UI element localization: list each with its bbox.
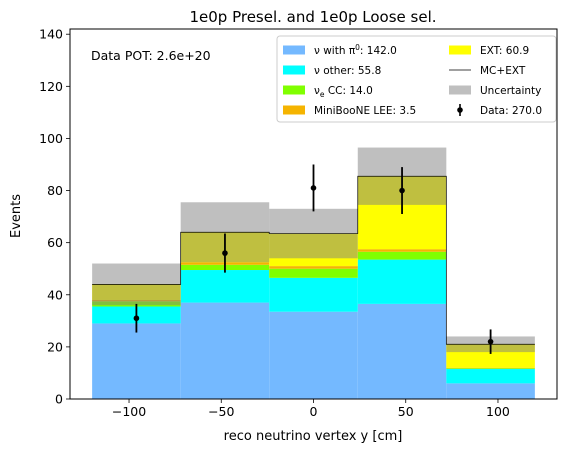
legend-swatch-4 (449, 45, 471, 55)
bar-series-0-bin-4 (446, 383, 535, 399)
y-tick-label-6: 120 (39, 79, 63, 94)
legend: ν with π0: 142.0 ν other: 55.8 νe CC: 14.0… (276, 35, 557, 123)
bar-series-1-bin-3 (357, 259, 447, 304)
y-tick-label-2: 40 (47, 287, 63, 302)
legend-label-0: ν with π0: 142.0 (314, 43, 397, 57)
bar-series-0-bin-0 (92, 323, 181, 399)
data-point-2 (310, 185, 317, 191)
bar-series-2-bin-3 (357, 251, 447, 260)
x-axis-label: reco neutrino vertex y [cm] (224, 429, 403, 444)
bar-series-0-bin-2 (269, 311, 358, 399)
y-tick-label-3: 60 (47, 235, 63, 250)
y-tick-label-5: 100 (39, 131, 63, 146)
bar-series-3-bin-3 (357, 249, 447, 252)
legend-box (276, 35, 557, 123)
legend-label-3: MiniBooNE LEE: 3.5 (314, 105, 416, 117)
bar-series-0-bin-3 (357, 303, 447, 399)
x-tick-label-0: −100 (112, 404, 146, 419)
axes: −100 −50 0 50 100 0 20 40 60 80 100 120 140 (39, 27, 558, 419)
y-tick-label-1: 20 (47, 339, 63, 354)
mc-ext-step-line (92, 175, 535, 345)
bar-series-1-bin-4 (446, 369, 535, 384)
y-axis-label: Events (9, 194, 24, 238)
y-tick-label-7: 140 (39, 27, 63, 42)
legend-label-1: ν other: 55.8 (314, 65, 381, 77)
x-tick-label-1: −50 (208, 404, 234, 419)
legend-label-2: νe CC: 14.0 (314, 85, 373, 99)
bar-series-0-bin-1 (180, 302, 270, 399)
data-point-1 (222, 250, 228, 256)
x-tick-label-3: 50 (398, 404, 414, 419)
legend-label-4: EXT: 60.9 (480, 45, 529, 57)
legend-label-data: Data: 270.0 (480, 105, 542, 117)
bar-series-3-bin-2 (269, 266, 358, 269)
legend-swatch-data-point (457, 107, 463, 113)
data-point-3 (399, 187, 405, 194)
y-tick-label-0: 0 (55, 392, 63, 407)
bar-series-2-bin-2 (269, 268, 358, 278)
plot-area (92, 147, 535, 399)
data-point-0 (133, 315, 140, 322)
legend-swatch-2 (283, 85, 305, 95)
x-tick-label-2: 0 (310, 404, 318, 419)
bar-series-1-bin-1 (180, 270, 270, 303)
legend-swatch-0 (283, 45, 305, 55)
legend-swatch-3 (283, 105, 305, 115)
legend-label-mc-ext: MC+EXT (480, 65, 526, 77)
y-tick-label-4: 80 (47, 183, 63, 198)
chart-title: 1e0p Presel. and 1e0p Loose sel. (189, 8, 436, 26)
pot-annotation: Data POT: 2.6e+20 (91, 48, 211, 63)
bar-series-3-bin-4 (446, 367, 535, 369)
bar-series-1-bin-2 (269, 277, 358, 312)
bar-series-2-bin-4 (446, 368, 535, 370)
legend-swatch-1 (283, 65, 305, 75)
x-tick-label-4: 100 (486, 404, 510, 419)
data-point-4 (487, 338, 494, 345)
legend-label-uncertainty: Uncertainty (480, 85, 541, 97)
legend-swatch-uncertainty (449, 85, 471, 95)
